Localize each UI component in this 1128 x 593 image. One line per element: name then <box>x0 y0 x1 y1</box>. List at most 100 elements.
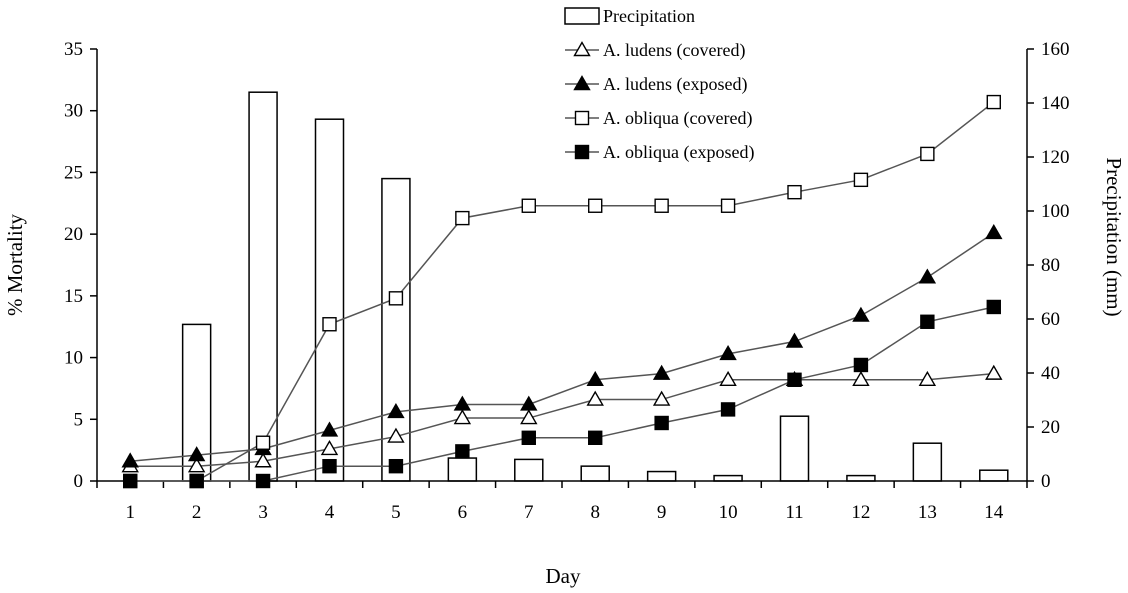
precipitation-bar <box>447 457 478 482</box>
series-point <box>123 473 138 489</box>
precipitation-bar <box>912 442 943 482</box>
series-point <box>985 224 1003 240</box>
series-point <box>719 344 737 361</box>
series-point <box>521 198 536 213</box>
y-tick-label-left: 5 <box>74 409 84 430</box>
y-tick-label-right: 120 <box>1041 147 1070 168</box>
series-point <box>652 364 671 380</box>
legend-label: Precipitation <box>603 6 695 26</box>
y-tick-label-left: 25 <box>64 162 83 183</box>
series-point <box>852 370 870 386</box>
legend-item: A. obliqua (exposed) <box>565 142 754 163</box>
series-line <box>130 232 995 462</box>
legend-item: A. ludens (exposed) <box>565 74 747 95</box>
series-point <box>388 458 404 474</box>
series-point <box>455 444 470 459</box>
series-point <box>320 421 339 437</box>
series-point <box>388 291 404 306</box>
x-tick-label: 1 <box>125 502 135 523</box>
series-point <box>720 402 736 417</box>
series-point <box>652 390 671 406</box>
series-point <box>986 94 1001 110</box>
y-tick-label-right: 80 <box>1041 255 1060 276</box>
legend-marker <box>573 41 591 57</box>
series-point <box>852 306 870 322</box>
legend-label: A. ludens (covered) <box>603 40 745 61</box>
y-tick-label-right: 60 <box>1041 309 1060 330</box>
legend-item: A. ludens (covered) <box>565 40 745 61</box>
series-point <box>787 184 802 200</box>
series-point <box>654 198 669 213</box>
series-point <box>985 364 1003 380</box>
series-point <box>455 210 470 226</box>
y-tick-label-left: 15 <box>64 286 83 307</box>
x-tick-label: 12 <box>851 502 870 523</box>
axes <box>90 48 1034 488</box>
series-point <box>255 435 271 450</box>
legend-item: A. obliqua (covered) <box>565 108 752 129</box>
series-line <box>130 101 995 482</box>
series-2 <box>121 224 1003 468</box>
precipitation-bar <box>646 470 677 482</box>
y-tick-label-right: 40 <box>1041 363 1060 384</box>
series-point <box>586 370 604 386</box>
y-tick-label-left: 10 <box>64 348 83 369</box>
series-4 <box>123 299 1001 489</box>
precipitation-bars <box>181 91 1009 482</box>
series-point <box>320 440 339 456</box>
series-point <box>720 198 736 213</box>
mortality-lines <box>121 94 1003 489</box>
series-point <box>187 457 206 473</box>
series-point <box>387 402 405 419</box>
x-tick-label: 4 <box>325 502 335 523</box>
legend: Precipitation A. ludens (covered) A. luden… <box>564 6 754 163</box>
x-tick-label: 3 <box>258 502 268 523</box>
legend-marker <box>574 110 590 126</box>
series-point <box>254 452 272 468</box>
legend-label: A. ludens (exposed) <box>603 74 747 95</box>
series-point <box>785 332 804 348</box>
series-point <box>986 299 1001 315</box>
y-tick-label-left: 20 <box>64 224 83 245</box>
precipitation-bar <box>779 415 810 482</box>
x-tick-label: 8 <box>590 502 600 523</box>
series-point <box>255 473 271 489</box>
series-point <box>521 430 536 445</box>
precipitation-bar <box>713 474 743 482</box>
x-tick-label: 6 <box>458 502 468 523</box>
series-3 <box>123 94 1001 489</box>
y-tick-label-right: 0 <box>1041 471 1051 492</box>
series-point <box>520 395 538 411</box>
series-line <box>130 306 994 482</box>
x-tick-label: 11 <box>785 502 803 523</box>
y-axis-title-left: % Mortality <box>3 213 27 316</box>
legend-swatch <box>564 7 600 25</box>
x-tick-label: 5 <box>391 502 401 523</box>
legend-marker <box>574 144 590 160</box>
y-tick-label-left: 35 <box>64 39 83 60</box>
legend-item-precipitation: Precipitation <box>564 6 695 26</box>
series-point <box>187 446 206 462</box>
x-tick-label: 2 <box>192 502 202 523</box>
series-line <box>130 372 994 467</box>
y-tick-label-right: 100 <box>1041 201 1070 222</box>
precipitation-bar <box>314 118 345 482</box>
series-point <box>121 452 139 468</box>
y-tick-label-left: 0 <box>74 471 84 492</box>
y-axis-title-right: Precipitation (mm) <box>1102 157 1126 316</box>
series-point <box>322 317 337 332</box>
series-point <box>189 473 204 489</box>
y-tick-label-right: 20 <box>1041 417 1060 438</box>
y-tick-label-left: 30 <box>64 101 83 122</box>
series-point <box>853 357 869 373</box>
legend-label: A. obliqua (covered) <box>603 108 752 129</box>
y-tick-label-right: 140 <box>1041 93 1070 114</box>
series-point <box>918 268 937 284</box>
series-point <box>787 372 802 387</box>
series-point <box>920 314 935 329</box>
series-point <box>322 458 337 474</box>
x-tick-label: 13 <box>918 502 937 523</box>
y-tick-label-right: 160 <box>1041 39 1070 60</box>
